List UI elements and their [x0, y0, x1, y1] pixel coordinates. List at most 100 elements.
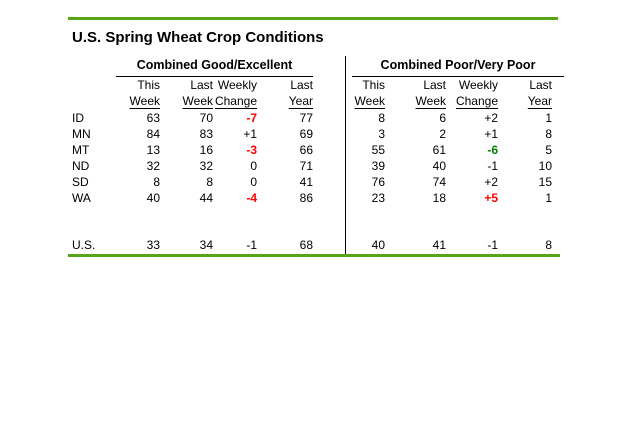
col-header-lastyr-poor: Last [529, 78, 552, 92]
section-header-good-excellent: Combined Good/Excellent [116, 57, 313, 77]
cell-value: 77 [299, 111, 313, 125]
col-header-last-good: Last [190, 78, 213, 92]
bottom-accent-rule [68, 254, 560, 257]
cell-value: 71 [299, 159, 313, 173]
cell-value: 1 [545, 111, 552, 125]
gap-spacer [313, 110, 347, 126]
col-header-weekly-poor: Weekly [458, 78, 498, 92]
gap-spacer [313, 77, 347, 93]
cell-value: 76 [371, 175, 385, 189]
cell-value: 44 [199, 191, 213, 205]
gap-spacer [313, 158, 347, 174]
cell-value: 66 [299, 143, 313, 157]
col-header-week1-good: Week [129, 94, 160, 108]
cell-value: 83 [199, 127, 213, 141]
cell-value: 74 [432, 175, 446, 189]
cell-value: 40 [146, 191, 160, 205]
cell-weekly-change: +5 [484, 191, 498, 205]
cell-value: 13 [146, 143, 160, 157]
cell-weekly-change: -1 [487, 238, 498, 252]
page-title: U.S. Spring Wheat Crop Conditions [72, 29, 324, 46]
col-header-change-good: Change [214, 94, 257, 108]
row-label-mt: MT [72, 143, 90, 157]
cell-weekly-change: -1 [246, 238, 257, 252]
col-header-week2-poor: Week [415, 94, 446, 108]
cell-value: 5 [545, 143, 552, 157]
cell-weekly-change: 0 [250, 159, 257, 173]
cell-weekly-change: -4 [246, 191, 257, 205]
cell-weekly-change: -7 [246, 111, 257, 125]
row-label-nd: ND [72, 159, 90, 173]
cell-value: 18 [432, 191, 446, 205]
gap-spacer [313, 57, 347, 77]
cell-value: 61 [432, 143, 446, 157]
cell-value: 70 [199, 111, 213, 125]
cell-value: 84 [146, 127, 160, 141]
row-label-id: ID [72, 111, 84, 125]
cell-value: 63 [146, 111, 160, 125]
blank-row [72, 206, 552, 237]
corner-spacer [72, 57, 116, 77]
conditions-table: Combined Good/Excellent Combined Poor/Ve… [72, 57, 564, 253]
col-header-this-good: This [137, 78, 160, 92]
cell-value: 10 [538, 159, 552, 173]
header-spacer [72, 77, 116, 93]
cell-value: 8 [545, 238, 552, 252]
gap-spacer [313, 126, 347, 142]
row-label-sd: SD [72, 175, 89, 189]
cell-value: 23 [371, 191, 385, 205]
cell-value: 33 [146, 238, 160, 252]
col-header-weekly-good: Weekly [217, 78, 257, 92]
cell-value: 8 [545, 127, 552, 141]
col-header-lastyr-good: Last [290, 78, 313, 92]
cell-value: 6 [439, 111, 446, 125]
col-header-last-poor: Last [423, 78, 446, 92]
col-header-week1-poor: Week [354, 94, 385, 108]
cell-value: 40 [432, 159, 446, 173]
cell-value: 1 [545, 191, 552, 205]
cell-weekly-change: 0 [250, 175, 257, 189]
row-label-wa: WA [72, 191, 91, 205]
cell-value: 2 [439, 127, 446, 141]
cell-value: 68 [299, 238, 313, 252]
header-spacer [72, 93, 116, 110]
cell-weekly-change: +1 [243, 127, 257, 141]
gap-spacer [313, 93, 347, 110]
section-header-poor-very-poor: Combined Poor/Very Poor [352, 57, 564, 77]
cell-value: 16 [199, 143, 213, 157]
col-header-change-poor: Change [455, 94, 498, 108]
cell-value: 8 [206, 175, 213, 189]
gap-spacer [313, 174, 347, 190]
top-accent-rule [68, 17, 558, 20]
cell-weekly-change: +2 [484, 111, 498, 125]
cell-weekly-change: +1 [484, 127, 498, 141]
col-header-week2-good: Week [182, 94, 213, 108]
cell-weekly-change: -3 [246, 143, 257, 157]
cell-value: 3 [378, 127, 385, 141]
col-header-year-good: Year [288, 94, 313, 108]
cell-value: 39 [371, 159, 385, 173]
cell-weekly-change: -1 [487, 159, 498, 173]
row-label-mn: MN [72, 127, 91, 141]
cell-value: 32 [146, 159, 160, 173]
gap-spacer [313, 237, 347, 253]
cell-value: 8 [378, 111, 385, 125]
cell-value: 41 [299, 175, 313, 189]
cell-value: 15 [538, 175, 552, 189]
gap-spacer [313, 142, 347, 158]
col-header-year-poor: Year [527, 94, 552, 108]
cell-value: 8 [153, 175, 160, 189]
cell-value: 69 [299, 127, 313, 141]
cell-value: 40 [371, 238, 385, 252]
col-header-this-poor: This [362, 78, 385, 92]
cell-value: 86 [299, 191, 313, 205]
gap-spacer [313, 190, 347, 206]
cell-value: 41 [432, 238, 446, 252]
cell-weekly-change: -6 [487, 143, 498, 157]
cell-value: 34 [199, 238, 213, 252]
row-label-us: U.S. [72, 238, 96, 252]
cell-value: 55 [371, 143, 385, 157]
cell-weekly-change: +2 [484, 175, 498, 189]
cell-value: 32 [199, 159, 213, 173]
